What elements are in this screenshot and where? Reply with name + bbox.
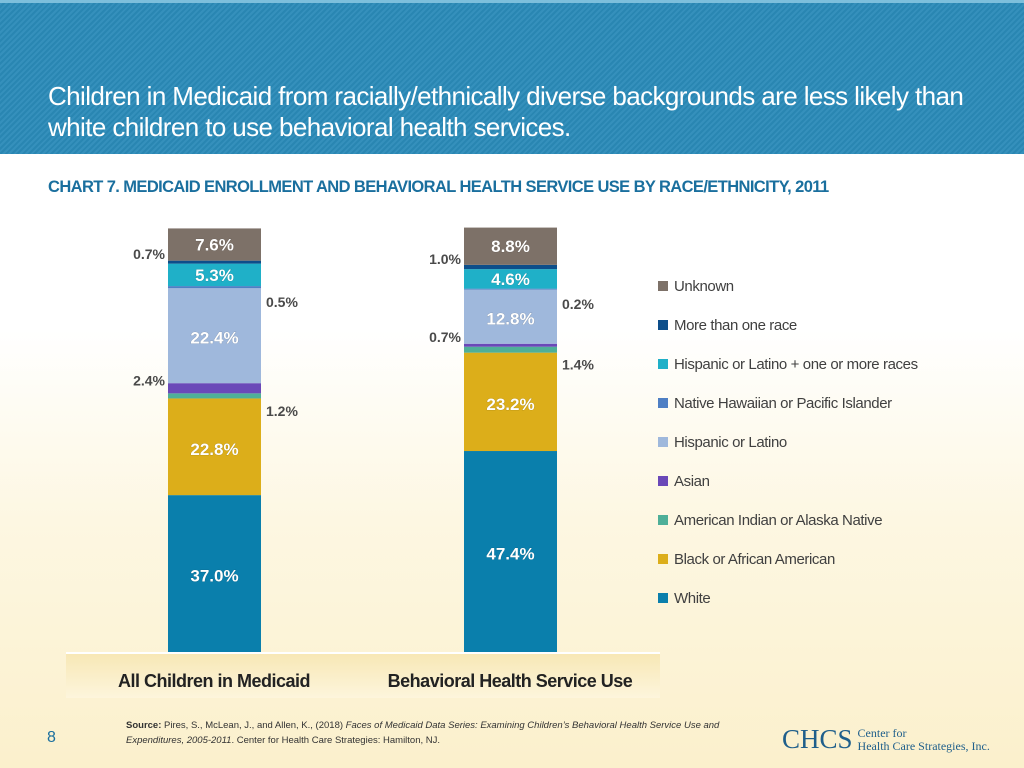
source-title: Faces of Medicaid Data Series: Examining… [126, 720, 720, 746]
legend-swatch [658, 437, 668, 447]
logo-wordmark: CHCS [782, 724, 853, 754]
legend-label: Unknown [674, 277, 734, 295]
data-label: 8.8% [491, 237, 530, 256]
data-label: 1.2% [266, 403, 298, 419]
data-label: 2.4% [133, 372, 165, 388]
legend-label: Hispanic or Latino [674, 433, 787, 451]
header-banner: Children in Medicaid from racially/ethni… [0, 0, 1024, 154]
category-label-1: Behavioral Health Service Use [388, 671, 633, 691]
legend-item: White [658, 588, 711, 608]
data-label: 12.8% [486, 310, 534, 329]
bar-asian-0 [168, 383, 261, 394]
legend-swatch [658, 281, 668, 291]
legend-label: Native Hawaiian or Pacific Islander [674, 394, 892, 412]
legend-swatch [658, 593, 668, 603]
legend-item: American Indian or Alaska Native [658, 510, 883, 530]
legend-item: Asian [658, 471, 710, 491]
source-text: Pires, S., McLean, J., and Allen, K., (2… [164, 720, 344, 731]
legend-swatch [658, 554, 668, 564]
legend-label: Black or African American [674, 550, 835, 568]
bar-native-hawaiian-or-pacific-islander-1 [464, 288, 557, 290]
data-label: 4.6% [491, 270, 530, 289]
data-label: 23.2% [486, 395, 534, 414]
bar-unknown-1 [464, 227, 557, 265]
legend-swatch [658, 320, 668, 330]
chart-floor [66, 652, 660, 698]
chcs-logo: CHCS Center for Health Care Strategies, … [782, 724, 990, 755]
source-citation: Source: Pires, S., McLean, J., and Allen… [126, 718, 766, 748]
data-label: 1.4% [562, 357, 594, 373]
page-title: Children in Medicaid from racially/ethni… [48, 81, 964, 142]
legend-label: White [674, 589, 711, 607]
stacked-bar-chart: 37.0% 22.8% 1.2% 2.4% 22.4% 0.5% 5.3% 0.7% 7.6% 4… [66, 227, 660, 698]
data-label: 0.7% [133, 246, 165, 262]
bar-american-indian-or-alaska-native-0 [168, 393, 261, 399]
legend-item: Unknown [658, 276, 734, 296]
bar-american-indian-or-alaska-native-1 [464, 346, 557, 353]
logo-subtitle: Center for Health Care Strategies, Inc. [857, 725, 990, 753]
source-text-end: . Center for Health Care Strategies: Ham… [231, 735, 441, 746]
bar-hispanic-or-latino-0 [168, 288, 261, 384]
bar-hispanic-or-latino-one-or-more-races-0 [168, 263, 261, 287]
source-label: Source: [126, 720, 162, 731]
data-label: 22.4% [190, 329, 238, 348]
legend-item: Hispanic or Latino + one or more races [658, 354, 918, 374]
bar-native-hawaiian-or-pacific-islander-0 [168, 286, 261, 289]
legend-swatch [658, 476, 668, 486]
legend-item: Native Hawaiian or Pacific Islander [658, 393, 892, 413]
legend-swatch [658, 398, 668, 408]
bar-asian-1 [464, 343, 557, 347]
data-label: 47.4% [486, 545, 534, 564]
bar-unknown-0 [168, 228, 261, 261]
data-label: 22.8% [190, 440, 238, 459]
category-label-0: All Children in Medicaid [118, 671, 310, 691]
legend-swatch [658, 515, 668, 525]
data-label: 37.0% [190, 567, 238, 586]
bar-white-0 [168, 495, 261, 652]
bar-more-than-one-race-1 [464, 264, 557, 270]
data-label: 5.3% [195, 266, 234, 285]
data-label: 7.6% [195, 236, 234, 255]
legend-label: Asian [674, 472, 710, 490]
logo-line-2: Health Care Strategies, Inc. [857, 738, 990, 753]
bar-hispanic-or-latino-one-or-more-races-1 [464, 269, 557, 289]
logo-line-1: Center for [857, 725, 907, 740]
bar-black-or-african-american-1 [464, 352, 557, 452]
chart-title: CHART 7. MEDICAID ENROLLMENT AND BEHAVIO… [48, 178, 829, 196]
data-label: 0.2% [562, 296, 594, 312]
data-label: 1.0% [429, 251, 461, 267]
legend-label: Hispanic or Latino + one or more races [674, 355, 918, 373]
bar-black-or-african-american-0 [168, 398, 261, 496]
bar-hispanic-or-latino-1 [464, 289, 557, 344]
legend-label: More than one race [674, 316, 797, 334]
legend-label: American Indian or Alaska Native [674, 511, 883, 529]
data-label: 0.5% [266, 294, 298, 310]
legend-swatch [658, 359, 668, 369]
bar-white-1 [464, 451, 557, 652]
data-label: 0.7% [429, 329, 461, 345]
legend-item: Black or African American [658, 549, 835, 569]
page-number: 8 [47, 729, 56, 746]
legend-item: Hispanic or Latino [658, 432, 787, 452]
bar-more-than-one-race-0 [168, 260, 261, 264]
legend-item: More than one race [658, 315, 797, 335]
